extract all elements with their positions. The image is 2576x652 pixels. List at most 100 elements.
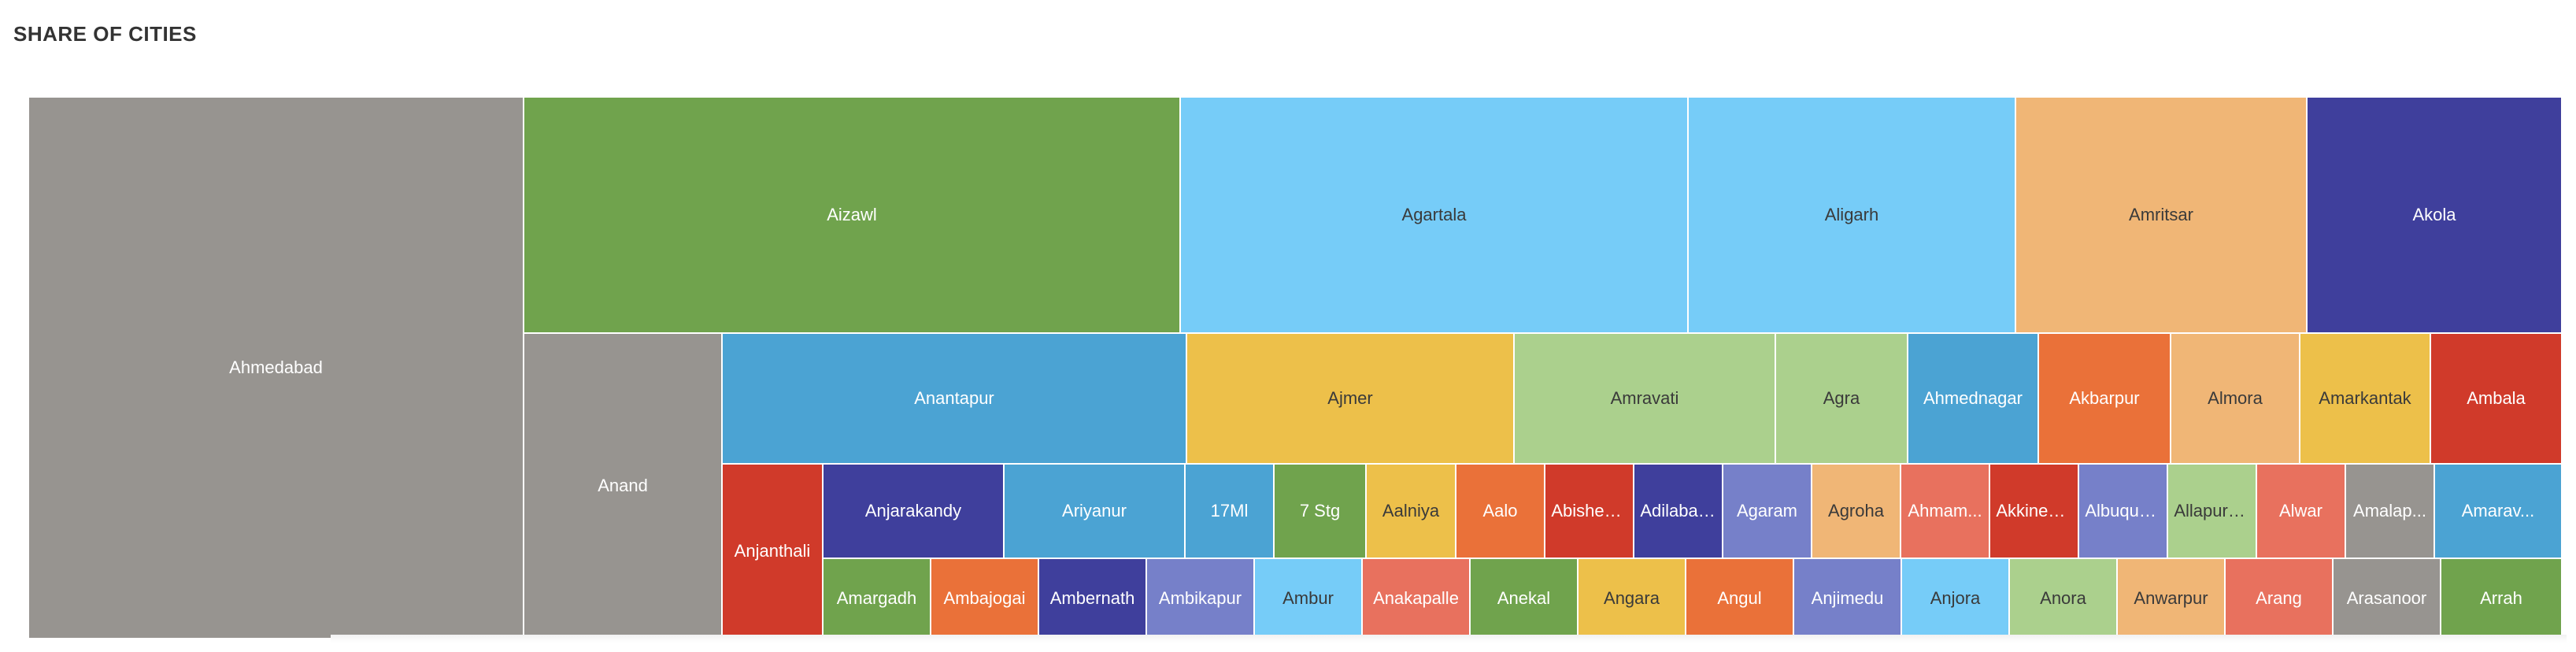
treemap-tile-ambala[interactable]: Ambala (2431, 334, 2561, 463)
treemap-tile-albuquer[interactable]: Albuquer... (2079, 465, 2167, 558)
treemap-tile-amalap[interactable]: Amalap... (2346, 465, 2434, 558)
treemap-tile-ambernath[interactable]: Ambernath (1039, 559, 1146, 638)
treemap-tile-agra[interactable]: Agra (1776, 334, 1907, 463)
treemap-tile-adilabad[interactable]: Adilabad... (1634, 465, 1722, 558)
treemap-tile-label: Agaram (1736, 501, 1798, 520)
treemap-tile-7-stg[interactable]: 7 Stg (1275, 465, 1365, 558)
treemap-tile-aalniya[interactable]: Aalniya (1367, 465, 1455, 558)
treemap-tile-anora[interactable]: Anora (2010, 559, 2116, 638)
treemap-tile-anjora[interactable]: Anjora (1902, 559, 2008, 638)
treemap-tile-agartala[interactable]: Agartala (1181, 98, 1687, 332)
treemap-tile-label: Amravati (1610, 388, 1679, 408)
treemap-tile-ahmednagar[interactable]: Ahmednagar (1908, 334, 2037, 463)
treemap-tile-label: Anekal (1497, 588, 1551, 608)
treemap-tile-label: Ambur (1282, 588, 1334, 608)
treemap-tile-label: Akola (2412, 205, 2456, 224)
treemap-tile-ambajogai[interactable]: Ambajogai (931, 559, 1038, 638)
treemap-tile-aalo[interactable]: Aalo (1456, 465, 1544, 558)
treemap-tile-label: Anwarpur (2134, 588, 2208, 608)
treemap-tile-amarkantak[interactable]: Amarkantak (2300, 334, 2430, 463)
treemap-tile-amarav[interactable]: Amarav... (2435, 465, 2561, 558)
treemap-tile-ahmam[interactable]: Ahmam... (1901, 465, 1989, 558)
treemap-tile-almora[interactable]: Almora (2171, 334, 2299, 463)
treemap-tile-label: Akbarpur (2069, 388, 2140, 408)
treemap-tile-ambur[interactable]: Ambur (1255, 559, 1361, 638)
treemap-tile-label: Ambikapur (1158, 588, 1242, 608)
treemap-tile-anand[interactable]: Anand (524, 334, 721, 638)
treemap-tile-label: Anakapalle (1373, 588, 1459, 608)
treemap-tile-alwar[interactable]: Alwar (2257, 465, 2345, 558)
treemap-tile-label: Akkinep... (1996, 501, 2072, 520)
treemap-tile-arasanoor[interactable]: Arasanoor (2334, 559, 2440, 638)
chart-title: SHARE OF CITIES (13, 22, 197, 46)
treemap-tile-label: Amarav... (2461, 501, 2535, 520)
treemap-tile-anekal[interactable]: Anekal (1471, 559, 1577, 638)
treemap-tile-label: Ahmedabad (229, 357, 323, 377)
treemap-tile-label: Anand (598, 476, 648, 495)
treemap-tile-angara[interactable]: Angara (1579, 559, 1685, 638)
treemap-tile-anjarakandy[interactable]: Anjarakandy (824, 465, 1003, 558)
treemap-tile-anwarpur[interactable]: Anwarpur (2118, 559, 2224, 638)
treemap-tile-agroha[interactable]: Agroha (1812, 465, 1900, 558)
treemap-tile-label: Arang (2256, 588, 2302, 608)
treemap-tile-ahmedabad[interactable]: Ahmedabad (29, 98, 523, 638)
treemap-chart: Ahmedabad Aizawl Agartala Aligarh Amritsar Ak… (29, 98, 2561, 638)
treemap-tile-amravati[interactable]: Amravati (1515, 334, 1775, 463)
treemap-tile-anjimedu[interactable]: Anjimedu (1794, 559, 1901, 638)
treemap-tile-label: Ambala (2467, 388, 2526, 408)
treemap-tile-label: Anjora (1930, 588, 1981, 608)
treemap-tile-label: Anjarakandy (864, 501, 962, 520)
treemap-tile-angul[interactable]: Angul (1686, 559, 1793, 638)
treemap-tile-label: Amarkantak (2319, 388, 2411, 408)
treemap-tile-label: Ambernath (1049, 588, 1135, 608)
treemap-tile-akola[interactable]: Akola (2308, 98, 2561, 332)
treemap-tile-label: Arrah (2480, 588, 2522, 608)
treemap-tile-label: Agra (1823, 388, 1860, 408)
treemap-tile-label: Amalap... (2353, 501, 2426, 520)
treemap-tile-allapuram[interactable]: Allapuram (2168, 465, 2256, 558)
treemap-tile-label: Ambajogai (943, 588, 1026, 608)
treemap-tile-label: Ajmer (1327, 388, 1373, 408)
treemap-tile-label: Amritsar (2129, 205, 2193, 224)
treemap-tile-agaram[interactable]: Agaram (1723, 465, 1811, 558)
treemap-tile-label: Arasanoor (2346, 588, 2427, 608)
treemap-tile-label: Anjimedu (1811, 588, 1884, 608)
treemap-tile-anantapur[interactable]: Anantapur (723, 334, 1186, 463)
treemap-tile-label: Almora (2208, 388, 2263, 408)
treemap-tile-aligarh[interactable]: Aligarh (1689, 98, 2015, 332)
treemap-tile-label: Alwar (2278, 501, 2322, 520)
treemap-tile-label: Aizawl (827, 205, 877, 224)
treemap-tile-label: Angara (1604, 588, 1660, 608)
treemap-tile-amargadh[interactable]: Amargadh (824, 559, 930, 638)
treemap-tile-label: Aligarh (1824, 205, 1879, 224)
treemap-tile-label: 7 Stg (1299, 501, 1341, 520)
treemap-tile-anakapalle[interactable]: Anakapalle (1363, 559, 1469, 638)
treemap-tile-akbarpur[interactable]: Akbarpur (2039, 334, 2170, 463)
treemap-tile-label: Allapuram (2174, 501, 2252, 520)
treemap-tile-arrah[interactable]: Arrah (2441, 559, 2561, 638)
treemap-tile-label: Anantapur (914, 388, 994, 408)
treemap-tile-17ml[interactable]: 17Ml (1186, 465, 1273, 558)
treemap-tile-aizawl[interactable]: Aizawl (524, 98, 1179, 332)
treemap-tile-label: Agartala (1401, 205, 1467, 224)
treemap-tile-label: Aalniya (1382, 501, 1440, 520)
treemap-tile-label: Albuquer... (2085, 501, 2164, 520)
treemap-tile-ambikapur[interactable]: Ambikapur (1147, 559, 1253, 638)
treemap-tile-label: Amargadh (836, 588, 917, 608)
treemap-tile-label: 17Ml (1210, 501, 1249, 520)
treemap-tile-label: Abishek... (1551, 501, 1627, 520)
treemap-tile-label: Aalo (1482, 501, 1518, 520)
treemap-tile-ariyanur[interactable]: Ariyanur (1005, 465, 1184, 558)
treemap-tile-label: Agroha (1828, 501, 1884, 520)
treemap-tile-akkinep[interactable]: Akkinep... (1990, 465, 2078, 558)
treemap-tile-ajmer[interactable]: Ajmer (1187, 334, 1513, 463)
treemap-tile-label: Anora (2040, 588, 2086, 608)
treemap-tile-amritsar[interactable]: Amritsar (2016, 98, 2306, 332)
chart-shadow (331, 635, 2567, 643)
treemap-tile-arang[interactable]: Arang (2226, 559, 2332, 638)
treemap-tile-label: Anjanthali (734, 541, 811, 561)
treemap-tile-anjanthali[interactable]: Anjanthali (723, 465, 822, 638)
treemap-tile-label: Angul (1717, 588, 1762, 608)
treemap-tile-abishek[interactable]: Abishek... (1545, 465, 1633, 558)
treemap-tile-label: Adilabad... (1640, 501, 1719, 520)
